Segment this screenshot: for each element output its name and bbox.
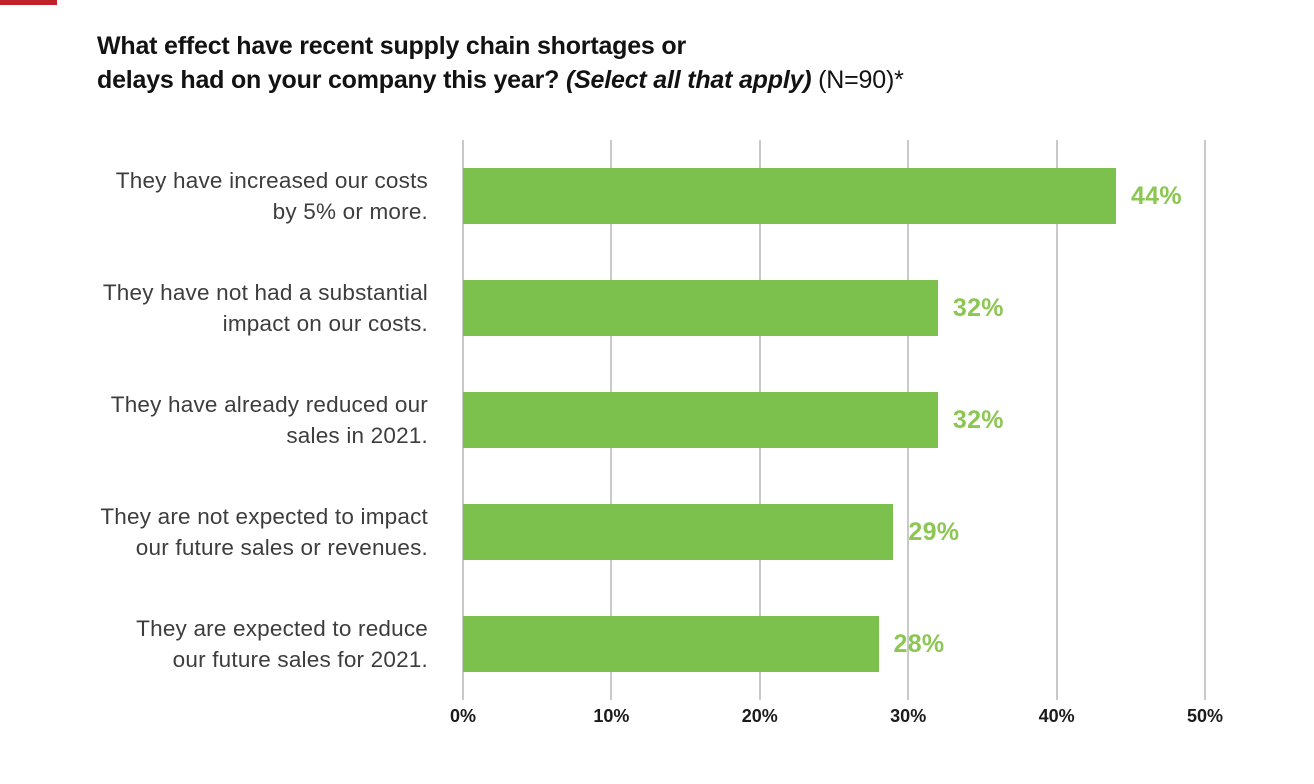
category-label-row: They have not had a substantial impact o… xyxy=(20,252,428,364)
x-tick-label: 30% xyxy=(890,706,927,726)
bar-value-label: 32% xyxy=(952,293,1004,322)
category-labels-column: They have increased our costs by 5% or m… xyxy=(20,140,428,700)
category-label-row: They have increased our costs by 5% or m… xyxy=(20,140,428,252)
category-label: They have not had a substantial impact o… xyxy=(102,280,428,336)
bar-value-label: 28% xyxy=(893,629,945,658)
plot-area: 0% 10% 20% 30% 40% 50% 44% 32% 32% 29% 28% xyxy=(450,140,1223,726)
category-label-row: They have already reduced our sales in 2… xyxy=(20,364,428,476)
bar xyxy=(463,392,938,448)
top-left-accent-mark xyxy=(0,0,57,5)
category-label: They are expected to reduce our future s… xyxy=(136,616,428,672)
chart-title-sample-size: (N=90)* xyxy=(811,66,904,94)
bar-row: 28% xyxy=(463,588,1205,700)
gridline-40pct xyxy=(1055,140,1058,700)
bar xyxy=(463,616,879,672)
gridline-50pct xyxy=(1204,140,1206,700)
bar-row: 32% xyxy=(463,364,1205,476)
bar-value-label: 29% xyxy=(908,517,960,546)
category-label: They are not expected to impact our futu… xyxy=(100,504,428,560)
x-tick-label: 20% xyxy=(741,706,778,726)
x-tick-label: 50% xyxy=(1186,706,1224,726)
chart-title-line2-main: delays had on your company this year? xyxy=(97,66,566,94)
bar-row: 44% xyxy=(463,140,1205,252)
x-tick-label: 0% xyxy=(449,706,477,726)
x-tick-label: 40% xyxy=(1038,706,1075,726)
bar xyxy=(463,168,1116,224)
bar xyxy=(463,504,894,560)
category-label: They have already reduced our sales in 2… xyxy=(110,392,428,448)
bar-row: 32% xyxy=(463,252,1205,364)
category-label: They have increased our costs by 5% or m… xyxy=(115,168,428,224)
bar-row: 29% xyxy=(463,476,1205,588)
bar-value-label: 32% xyxy=(952,405,1004,434)
bar-value-label: 44% xyxy=(1130,181,1182,210)
x-tick-label: 10% xyxy=(593,706,630,726)
bar xyxy=(463,280,938,336)
chart-title: What effect have recent supply chain sho… xyxy=(97,29,904,97)
chart-title-line1: What effect have recent supply chain sho… xyxy=(97,32,686,60)
chart-title-select-note: (Select all that apply) xyxy=(565,66,812,94)
category-label-row: They are expected to reduce our future s… xyxy=(20,588,428,700)
category-label-row: They are not expected to impact our futu… xyxy=(20,476,428,588)
